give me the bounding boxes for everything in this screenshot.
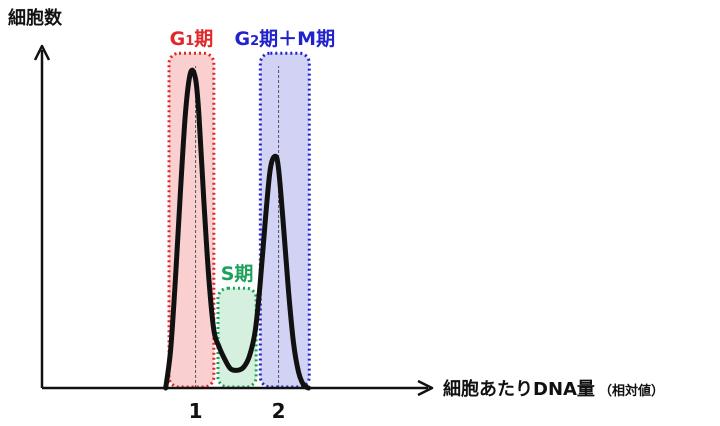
x-tick-label-1: 2 [272,399,286,423]
axes [33,44,434,397]
x-axis-label: 細胞あたりDNA量 （相対値） [443,378,664,400]
phase-label-2: G2期＋M期 [235,28,336,50]
phase-label-0: G1期 [170,28,214,50]
phase-label-main: G [170,28,186,50]
y-axis-label: 細胞数 [8,7,63,29]
phase-label-1: S期 [221,263,254,285]
curve-group [163,67,311,391]
phase-label-suffix: 期 [234,263,253,285]
phase-label-sub: 1 [185,34,194,49]
x-axis-arrow-icon [417,379,434,397]
x-axis-label-unit: （相対値） [599,383,664,399]
phase-label-suffix: 期＋M期 [259,28,335,50]
phase-label-main: S [221,263,235,285]
y-axis-arrow-icon [33,44,51,61]
phase-label-suffix: 期 [194,28,213,50]
phase-regions [167,51,311,389]
phase-label-main: G [235,28,251,50]
peak-markers [195,66,280,388]
x-axis-label-main: 細胞あたりDNA量 [443,378,595,400]
phase-label-sub: 2 [250,34,259,49]
dna-content-curve-0 [163,67,311,391]
x-tick-label-0: 1 [189,399,203,423]
